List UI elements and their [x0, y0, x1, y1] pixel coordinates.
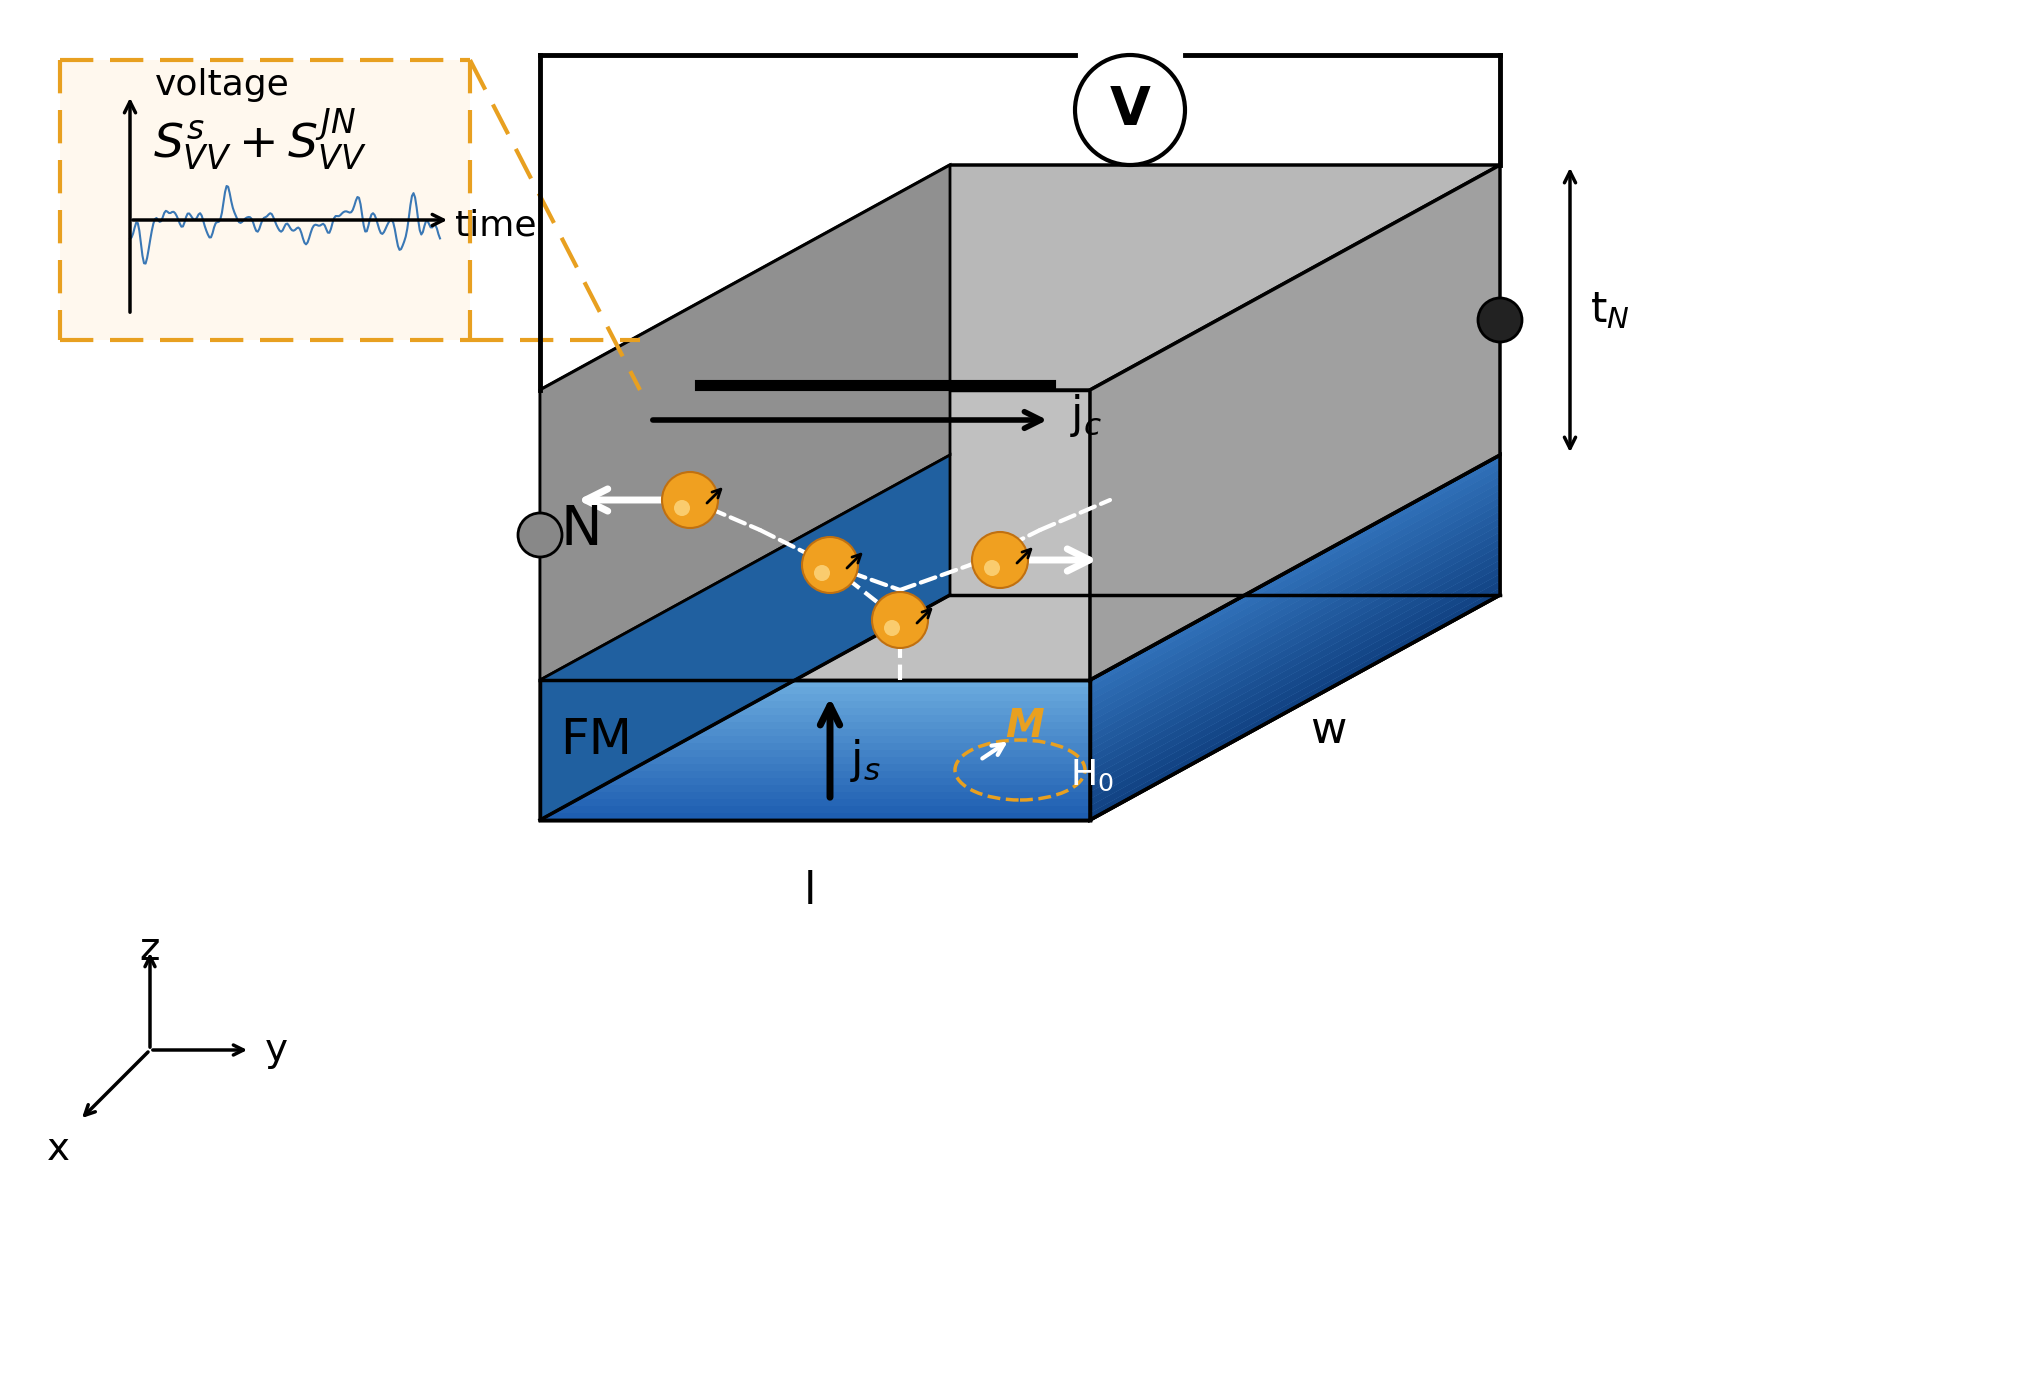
Circle shape: [802, 537, 857, 593]
Polygon shape: [540, 750, 1090, 757]
Polygon shape: [540, 708, 1090, 715]
Polygon shape: [1090, 559, 1500, 792]
Text: M: M: [1005, 707, 1043, 745]
Polygon shape: [540, 455, 1500, 679]
Polygon shape: [61, 61, 469, 340]
Polygon shape: [540, 785, 1090, 792]
Text: N: N: [560, 503, 601, 557]
Polygon shape: [540, 455, 950, 820]
Polygon shape: [540, 715, 1090, 722]
Polygon shape: [540, 165, 950, 679]
Text: $S_{VV}^{s} + S_{VV}^{JN}$: $S_{VV}^{s} + S_{VV}^{JN}$: [152, 106, 367, 174]
Polygon shape: [540, 792, 1090, 799]
Polygon shape: [540, 729, 1090, 736]
Text: z: z: [140, 930, 160, 967]
Circle shape: [814, 565, 830, 582]
Polygon shape: [540, 390, 1090, 679]
Polygon shape: [540, 165, 1500, 390]
Polygon shape: [540, 763, 1090, 772]
Circle shape: [972, 532, 1027, 588]
Polygon shape: [1090, 475, 1500, 708]
Polygon shape: [540, 757, 1090, 763]
Circle shape: [871, 593, 928, 648]
Circle shape: [983, 559, 999, 576]
Polygon shape: [1090, 497, 1500, 729]
Text: voltage: voltage: [154, 68, 290, 102]
Polygon shape: [540, 679, 1090, 688]
Polygon shape: [1090, 504, 1500, 736]
Text: t$_N$: t$_N$: [1589, 289, 1628, 331]
Polygon shape: [540, 743, 1090, 750]
Polygon shape: [1090, 469, 1500, 701]
Polygon shape: [1090, 462, 1500, 695]
Polygon shape: [1090, 553, 1500, 785]
Polygon shape: [540, 736, 1090, 743]
Circle shape: [518, 513, 562, 557]
Circle shape: [662, 473, 719, 528]
Text: j$_c$: j$_c$: [1070, 391, 1102, 438]
Polygon shape: [540, 679, 1090, 820]
Polygon shape: [540, 695, 1090, 701]
Text: H$_0$: H$_0$: [1070, 758, 1112, 792]
Polygon shape: [1090, 532, 1500, 763]
Polygon shape: [1090, 165, 1500, 679]
Text: time: time: [455, 208, 536, 243]
Text: V: V: [1108, 84, 1149, 136]
Polygon shape: [1090, 455, 1500, 688]
Polygon shape: [1090, 491, 1500, 722]
Text: l: l: [804, 870, 816, 914]
Polygon shape: [1090, 546, 1500, 779]
Circle shape: [1074, 55, 1183, 165]
Text: y: y: [264, 1031, 288, 1069]
Polygon shape: [1090, 566, 1500, 799]
Polygon shape: [540, 701, 1090, 708]
Polygon shape: [1090, 539, 1500, 772]
Polygon shape: [540, 813, 1090, 820]
Circle shape: [674, 500, 690, 515]
Polygon shape: [1090, 582, 1500, 813]
Text: FM: FM: [560, 717, 631, 763]
Polygon shape: [1090, 455, 1500, 820]
Polygon shape: [540, 455, 1500, 679]
Polygon shape: [1090, 511, 1500, 743]
Text: w: w: [1309, 708, 1346, 751]
Polygon shape: [540, 722, 1090, 729]
Polygon shape: [540, 799, 1090, 806]
Polygon shape: [1090, 518, 1500, 750]
Polygon shape: [540, 806, 1090, 813]
Polygon shape: [540, 688, 1090, 695]
Polygon shape: [1090, 575, 1500, 806]
Text: j$_s$: j$_s$: [851, 736, 881, 784]
Polygon shape: [540, 772, 1090, 779]
Polygon shape: [1090, 588, 1500, 820]
Text: x: x: [47, 1130, 69, 1169]
Polygon shape: [1090, 484, 1500, 715]
Circle shape: [1478, 298, 1520, 342]
Polygon shape: [1090, 525, 1500, 757]
Polygon shape: [540, 779, 1090, 785]
Circle shape: [883, 620, 899, 637]
